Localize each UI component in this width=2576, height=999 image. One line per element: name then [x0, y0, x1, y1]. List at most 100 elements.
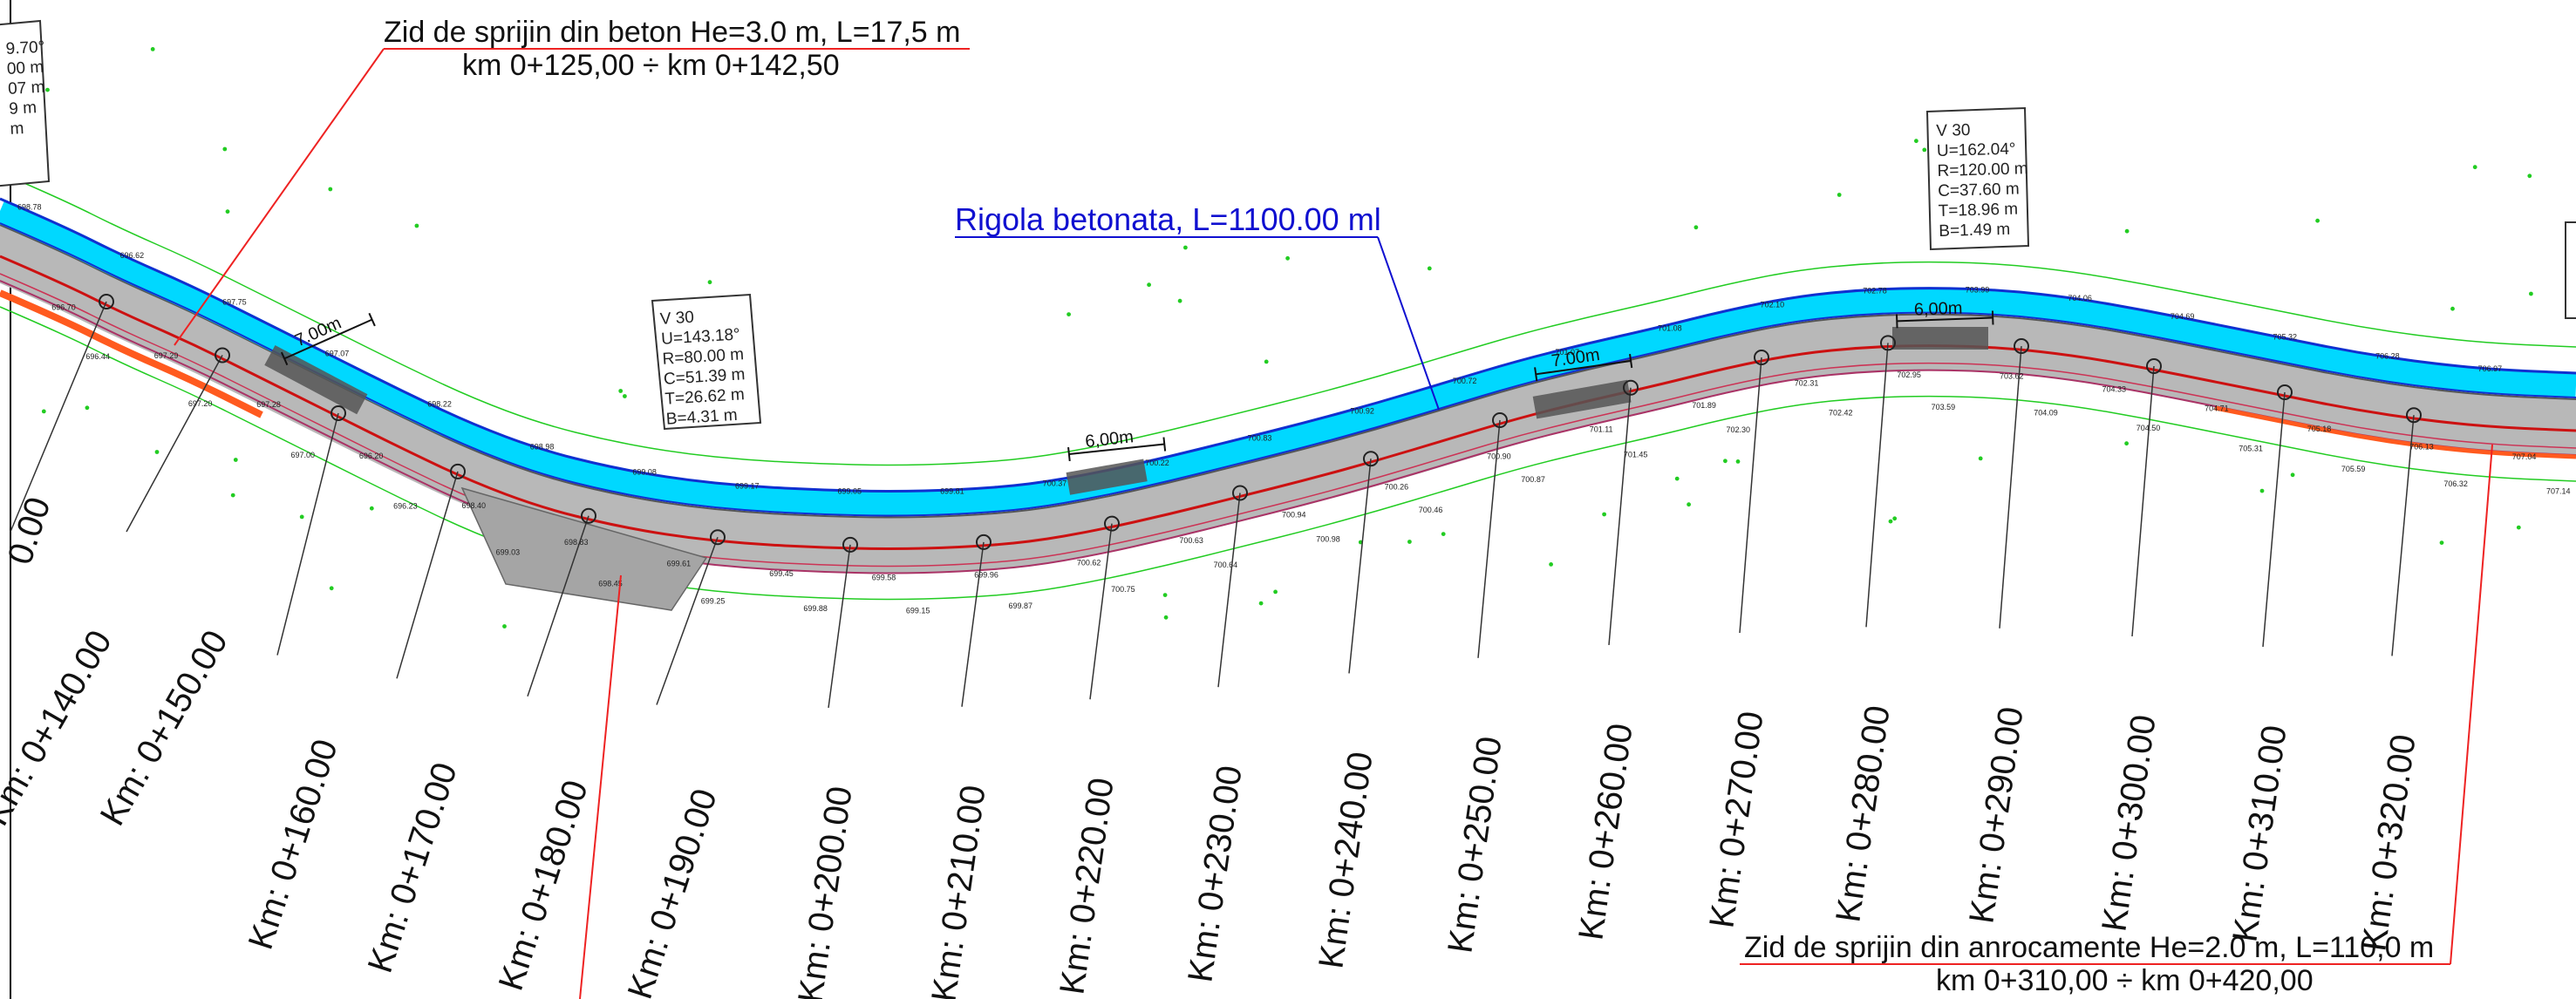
station-label: Km: 0+160.00: [242, 735, 345, 955]
elevation-label: 704.50: [2136, 424, 2161, 432]
elevation-label: 706.32: [2443, 479, 2468, 488]
survey-point: [233, 458, 238, 462]
elevation-label: 702.31: [1795, 378, 1819, 387]
elevation-label: 707.04: [2512, 452, 2537, 461]
survey-point: [225, 209, 230, 214]
survey-point: [230, 493, 235, 498]
survey-point: [2439, 540, 2444, 545]
survey-point: [414, 223, 419, 228]
road-axis-offset: [0, 273, 2576, 567]
station-marker: Km: 0+310.00: [2225, 384, 2294, 944]
station-label: Km: 0+280.00: [1829, 703, 1897, 925]
station-marker: Km: 0+290.00: [1962, 338, 2031, 926]
elevation-label: 698.83: [564, 538, 589, 547]
elevation-label: 700.75: [1111, 585, 1135, 594]
survey-point: [1441, 532, 1446, 536]
road-axis: [0, 255, 2576, 550]
elevation-label: 696.44: [85, 352, 110, 361]
elevation-label: 697.07: [325, 349, 350, 357]
station-label: Km: 0+200.00: [791, 784, 859, 999]
elevation-label: 697.75: [222, 298, 247, 307]
hatch-section: [1532, 379, 1632, 419]
station-marker: Km: 0+260.00: [1571, 379, 1640, 942]
curve-box-edge-right: [2565, 221, 2576, 319]
survey-point: [222, 146, 228, 152]
rigola-edge-top: [0, 197, 2576, 493]
elevation-label: 702.10: [1761, 300, 1785, 309]
elevation-label: 702.78: [1863, 286, 1887, 295]
hatch-sections: [264, 327, 1988, 495]
elevation-label: 699.05: [838, 487, 862, 496]
station-label: Km: 0+290.00: [1962, 704, 2030, 926]
survey-point: [2516, 525, 2521, 530]
survey-point: [150, 47, 155, 51]
survey-point: [623, 394, 627, 398]
station-label: Km: 0+150.00: [93, 624, 235, 832]
survey-point: [85, 405, 90, 411]
curve-box-v30-a: V 30U=143.18°R=80.00 mC=51.39 mT=26.62 m…: [651, 293, 762, 431]
elevation-label: 703.99: [1966, 285, 1990, 294]
elevation-label: 697.29: [154, 351, 179, 360]
rigola-label: Rigola betonata, L=1100.00 ml: [955, 201, 1381, 237]
elevation-label: 696.70: [51, 302, 76, 311]
width-dimension: 6,00m: [1896, 299, 1994, 329]
elevation-label: 700.94: [1282, 511, 1306, 520]
curve-box-line: V 30: [1936, 121, 1971, 140]
survey-point: [1067, 312, 1071, 316]
curve-box-line: T=18.96 m: [1939, 200, 2019, 221]
elevation-label: 699.45: [769, 569, 794, 578]
station-label: Km: 0+270.00: [1702, 709, 1770, 930]
survey-point: [1183, 245, 1188, 250]
station-label: Km: 0+180.00: [492, 776, 596, 996]
station-label: 0.00: [1, 493, 58, 569]
survey-point: [1914, 139, 1918, 144]
wall-top-line2: km 0+125,00 ÷ km 0+142,50: [462, 49, 840, 82]
survey-point: [1674, 476, 1680, 481]
curve-box-line: B=4.31 m: [665, 406, 738, 429]
station-marker: Km: 0+270.00: [1702, 350, 1771, 930]
station-label: Km: 0+240.00: [1312, 750, 1380, 971]
elevation-label: 700.83: [1248, 433, 1272, 442]
curve-box-line: 9 m: [9, 99, 37, 119]
station-marker: Km: 0+250.00: [1441, 412, 1509, 955]
station-label: Km: 0+300.00: [2095, 712, 2163, 934]
survey-point: [1163, 615, 1169, 620]
elevation-label: 704.09: [2034, 409, 2058, 418]
elevation-label: 699.08: [632, 467, 657, 476]
survey-point: [2527, 173, 2532, 179]
station-label: Km: 0+310.00: [2225, 723, 2293, 944]
station-label: Km: 0+210.00: [924, 783, 992, 999]
elevation-label: 703.62: [2000, 372, 2024, 381]
survey-point: [41, 409, 46, 414]
elevation-label: 700.37: [1043, 479, 1067, 487]
station-label: Km: 0+220.00: [1053, 776, 1121, 997]
road-group: [0, 172, 2576, 611]
wall-bottom-line2: km 0+310,00 ÷ km 0+420,00: [1936, 964, 2314, 997]
elevation-label: 705.31: [2239, 445, 2263, 453]
annotation-rigola: Rigola betonata, L=1100.00 ml: [955, 201, 1440, 411]
elevation-label: 698.45: [598, 580, 623, 588]
elevation-label: 700.26: [1385, 483, 1409, 492]
elevation-label: 700.72: [1453, 377, 1477, 385]
station-label: Km: 0+170.00: [361, 758, 465, 978]
curve-box-line: C=37.60 m: [1938, 180, 2020, 200]
survey-point: [154, 450, 160, 454]
survey-point: [1162, 593, 1168, 597]
elevation-label: 705.18: [2307, 425, 2332, 433]
station-label: Km: 0+190.00: [621, 785, 725, 999]
elevation-label: 700.64: [1214, 561, 1238, 569]
survey-point: [1837, 193, 1842, 197]
elevation-label: 706.13: [2409, 443, 2434, 452]
elevation-label: 698.22: [427, 399, 452, 408]
survey-point: [369, 506, 374, 511]
wall-bottom-line1: Zid de sprijin din anrocamente He=2.0 m,…: [1744, 931, 2434, 964]
survey-point: [2124, 228, 2130, 234]
hatch-section: [1066, 459, 1148, 495]
elevation-label: 701.45: [1624, 451, 1648, 459]
elevation-label: 700.46: [1419, 506, 1443, 514]
survey-point: [1407, 540, 1412, 544]
hatch-section: [1892, 327, 1988, 350]
survey-line-bottom: [0, 306, 2576, 601]
survey-point: [1427, 266, 1432, 271]
